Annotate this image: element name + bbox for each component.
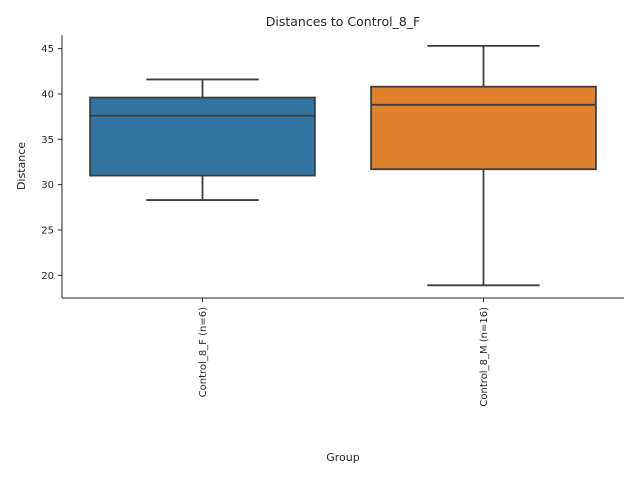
y-tick-label: 35 — [41, 135, 54, 146]
box-group — [89, 78, 316, 201]
x-tick-label: Control_8_F (n=6) — [198, 307, 209, 397]
iqr-box — [89, 96, 316, 177]
x-tick-label: Control_8_M (n=16) — [479, 307, 490, 407]
y-tick-label: 25 — [41, 225, 54, 236]
iqr-box — [370, 85, 597, 171]
y-tick-label: 45 — [41, 44, 54, 55]
y-axis-ticks: 20 25 30 35 40 45 — [41, 44, 62, 282]
y-tick-label: 30 — [41, 180, 54, 191]
x-axis-ticks: Control_8_F (n=6) Control_8_M (n=16) — [198, 298, 490, 407]
plot-area — [89, 44, 597, 287]
box-group — [370, 44, 597, 287]
y-tick-label: 40 — [41, 89, 54, 100]
chart-title: Distances to Control_8_F — [266, 14, 421, 29]
y-axis-label: Distance — [15, 142, 28, 190]
y-tick-label: 20 — [41, 271, 54, 282]
x-axis-label: Group — [326, 451, 360, 464]
